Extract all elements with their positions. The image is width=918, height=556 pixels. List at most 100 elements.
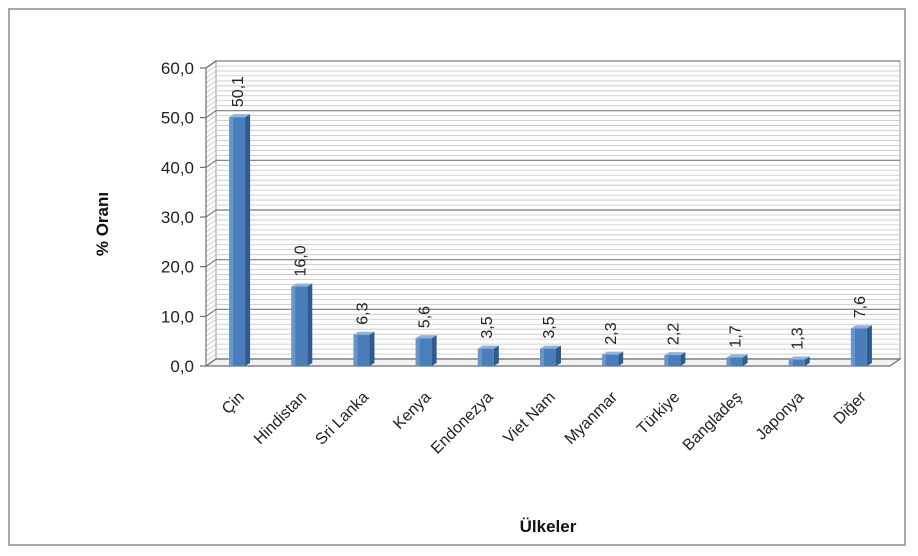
- bar-front: [664, 355, 681, 366]
- side-gridline: [205, 174, 217, 183]
- bar-side: [493, 345, 499, 366]
- side-gridline: [205, 333, 217, 342]
- data-labels: 50,1 16,0 6,3 5,6 3,5 3,5 2,3 2,2 1,7 1,3 7,6: [230, 76, 869, 350]
- side-gridline: [205, 199, 217, 208]
- data-label: 2,2: [665, 323, 682, 345]
- side-gridline: [205, 115, 217, 123]
- side-gridline: [205, 125, 217, 133]
- side-gridline: [205, 95, 217, 104]
- side-gridline: [205, 299, 217, 307]
- y-tick-label: 40,0: [161, 158, 194, 177]
- bar-top: [788, 356, 810, 360]
- bar-top: [353, 331, 375, 335]
- bar-highlight: [602, 354, 607, 366]
- data-label: 2,3: [603, 322, 620, 344]
- side-gridline: [205, 318, 217, 327]
- side-gridline: [205, 169, 217, 178]
- bar-side: [307, 283, 313, 366]
- category-label: Kenya: [390, 389, 434, 433]
- bar-side: [742, 354, 748, 366]
- bars: [229, 114, 872, 366]
- side-gridline: [205, 308, 217, 317]
- side-gridline: [205, 224, 217, 233]
- chart-frame: 0,0 10,0 20,0 30,0 40,0 50,0 60,0 50,1 16,0 6,3 5…: [8, 8, 906, 546]
- bar-highlight: [477, 348, 482, 366]
- side-gridline: [205, 284, 217, 292]
- side-gridline: [205, 264, 217, 272]
- bar: [415, 335, 437, 366]
- bar-top: [229, 114, 251, 118]
- side-gridline: [205, 229, 217, 238]
- side-gridline: [205, 259, 217, 268]
- side-gridline: [205, 70, 217, 79]
- side-gridline: [205, 219, 217, 228]
- side-gridline: [205, 249, 217, 258]
- bar-front: [477, 348, 494, 366]
- category-label: Endonezya: [428, 389, 497, 458]
- side-gridline: [205, 120, 217, 128]
- bar-front: [726, 357, 743, 366]
- bar-highlight: [664, 355, 669, 366]
- data-label: 5,6: [417, 306, 434, 328]
- side-gridline: [205, 105, 217, 114]
- category-label: Türkiye: [634, 389, 683, 438]
- bar: [788, 356, 810, 366]
- bar-top: [540, 345, 561, 349]
- side-gridline: [205, 164, 217, 173]
- side-gridline: [205, 189, 217, 198]
- side-gridline: [205, 348, 217, 357]
- side-gridline: [205, 75, 217, 84]
- data-label: 16,0: [292, 245, 309, 276]
- data-label: 1,3: [790, 327, 807, 349]
- bar: [477, 345, 499, 366]
- side-gridline: [205, 130, 217, 138]
- bar-highlight: [850, 328, 855, 366]
- side-gridline: [205, 184, 217, 193]
- side-gridline: [205, 294, 217, 302]
- grid-layer: [205, 60, 901, 367]
- bar-front: [229, 117, 246, 366]
- x-axis-title: Ülkeler: [520, 517, 577, 536]
- data-label: 50,1: [230, 76, 247, 107]
- side-gridline: [205, 244, 217, 253]
- side-gridline: [205, 145, 217, 153]
- data-label: 3,5: [479, 316, 496, 338]
- side-gridline: [205, 85, 217, 94]
- side-gridline: [205, 150, 217, 158]
- bar-side: [804, 356, 810, 366]
- y-tick-label: 0,0: [170, 357, 194, 376]
- category-label: Diğer: [831, 388, 871, 428]
- category-label: Çin: [219, 389, 248, 418]
- bar: [664, 352, 686, 366]
- bar-top: [726, 354, 748, 358]
- bar-highlight: [415, 338, 420, 366]
- side-gridline: [205, 140, 217, 148]
- bar-side: [245, 114, 251, 366]
- side-gridline: [205, 214, 217, 223]
- side-gridline: [205, 328, 217, 337]
- data-label: 7,6: [852, 296, 869, 318]
- side-gridline: [205, 155, 217, 163]
- side-gridline: [205, 65, 217, 74]
- bar-side: [866, 325, 872, 366]
- side-gridline: [205, 254, 217, 263]
- bar: [726, 354, 748, 366]
- bar-front: [353, 334, 370, 366]
- bar-highlight: [726, 357, 731, 366]
- bar-top: [291, 283, 313, 287]
- data-label: 3,5: [541, 316, 558, 338]
- bar-side: [369, 331, 375, 366]
- bar-top: [664, 352, 686, 356]
- side-gridline: [205, 80, 217, 89]
- side-gridline: [205, 239, 217, 248]
- y-axis-title: % Oranı: [93, 192, 112, 256]
- side-gridline: [205, 179, 217, 188]
- bar: [540, 345, 561, 366]
- side-gridline: [205, 289, 217, 297]
- y-tick-label: 10,0: [161, 307, 194, 326]
- bar-side: [431, 335, 437, 366]
- data-label: 1,7: [728, 325, 745, 347]
- side-gridline: [205, 338, 217, 347]
- bar-side: [556, 345, 561, 366]
